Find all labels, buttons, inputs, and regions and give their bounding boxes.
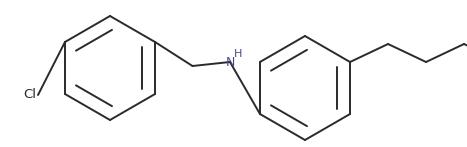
Text: Cl: Cl <box>23 88 36 101</box>
Text: N: N <box>225 56 235 69</box>
Text: H: H <box>234 49 242 59</box>
